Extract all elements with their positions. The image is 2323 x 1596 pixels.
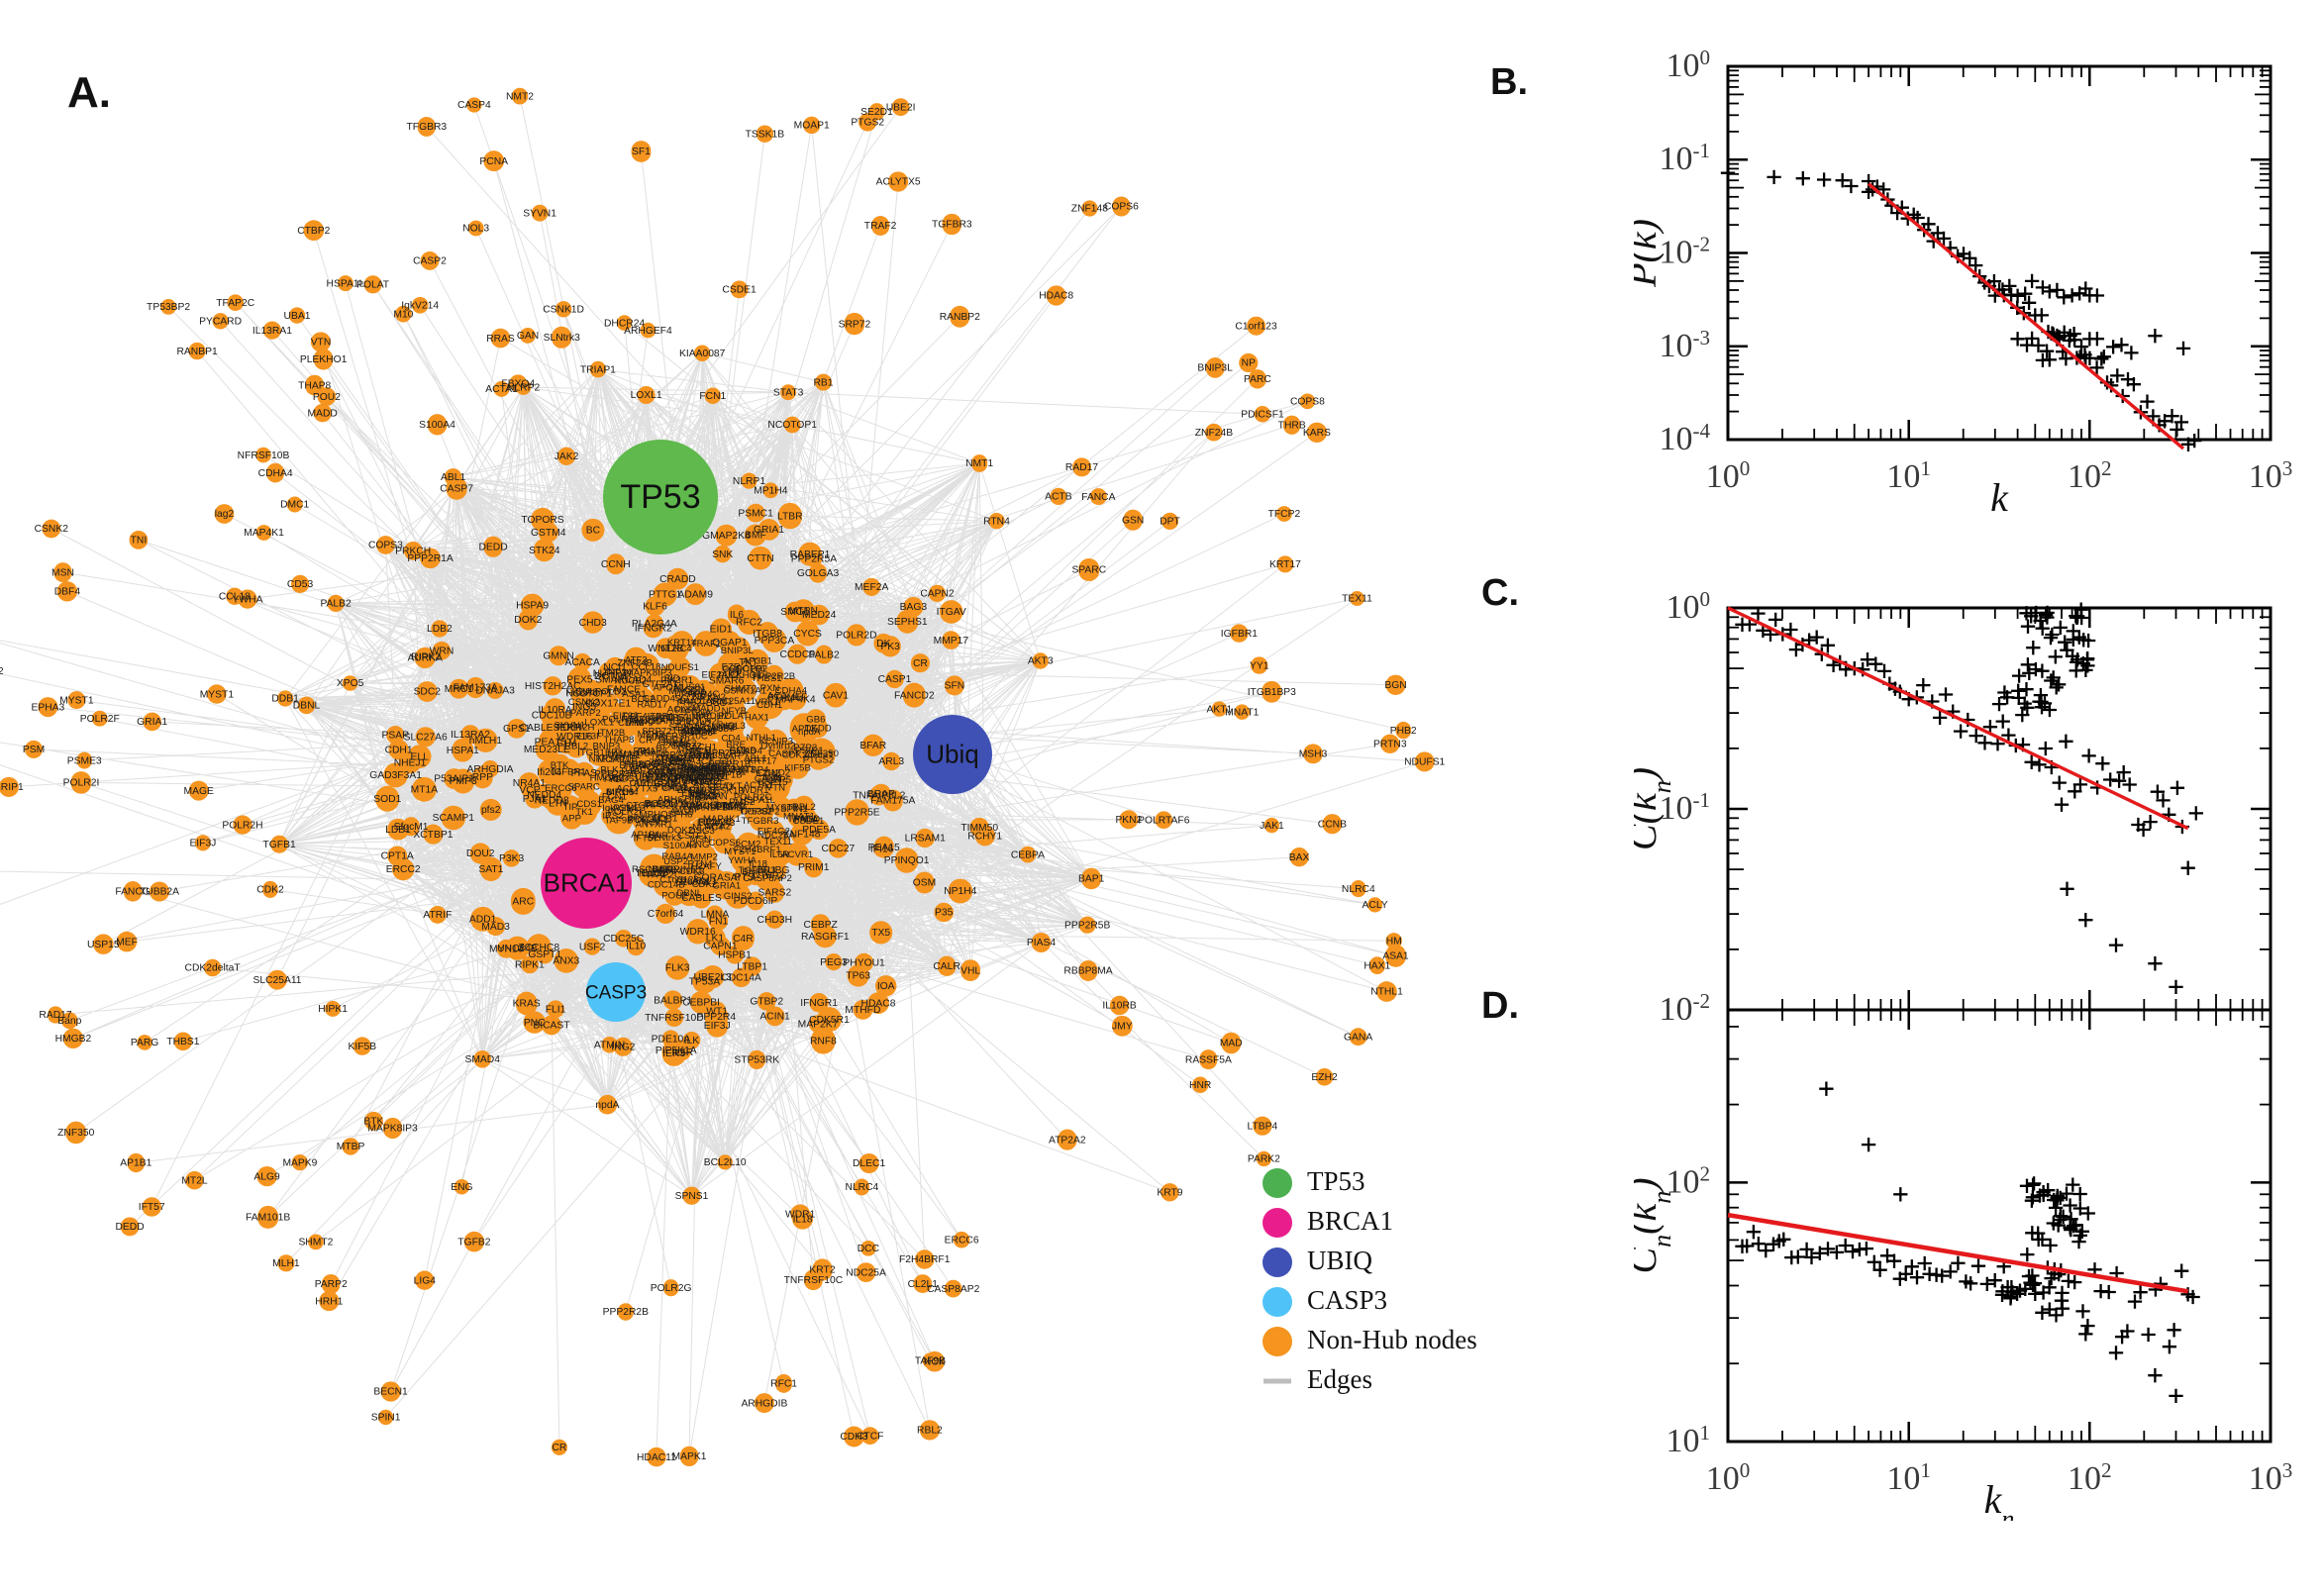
svg-text:103: 103 bbox=[2249, 456, 2293, 495]
svg-text:P(k): P(k) bbox=[1634, 219, 1665, 288]
svg-text:BRCA1: BRCA1 bbox=[1307, 1206, 1393, 1236]
svg-text:10-3: 10-3 bbox=[1659, 326, 1710, 364]
svg-text:A.: A. bbox=[67, 68, 111, 117]
svg-text:kn: kn bbox=[1984, 1477, 2015, 1521]
svg-text:101: 101 bbox=[1886, 456, 1931, 495]
svg-text:TP53: TP53 bbox=[620, 478, 700, 516]
svg-text:10-2: 10-2 bbox=[1659, 233, 1710, 271]
svg-text:CASP3: CASP3 bbox=[1307, 1285, 1387, 1315]
svg-text:Cn(kn): Cn(kn) bbox=[1634, 1177, 1676, 1273]
svg-text:k: k bbox=[1990, 475, 2009, 519]
svg-text:101: 101 bbox=[1886, 1458, 1931, 1497]
svg-text:102: 102 bbox=[2068, 456, 2112, 495]
svg-text:100: 100 bbox=[1666, 587, 1710, 626]
svg-text:CASP3: CASP3 bbox=[585, 982, 647, 1003]
svg-text:100: 100 bbox=[1706, 1458, 1751, 1497]
svg-text:100: 100 bbox=[1706, 456, 1751, 495]
svg-text:TP53: TP53 bbox=[1307, 1166, 1365, 1196]
svg-text:Ubiq: Ubiq bbox=[926, 740, 978, 769]
svg-text:UBIQ: UBIQ bbox=[1307, 1246, 1372, 1275]
svg-text:10-1: 10-1 bbox=[1659, 139, 1710, 177]
svg-text:Edges: Edges bbox=[1307, 1364, 1372, 1394]
svg-text:Non-Hub nodes: Non-Hub nodes bbox=[1307, 1325, 1477, 1354]
svg-text:BRCA1: BRCA1 bbox=[544, 868, 630, 898]
svg-text:102: 102 bbox=[2068, 1458, 2112, 1497]
svg-text:103: 103 bbox=[2249, 1458, 2293, 1497]
svg-text:100: 100 bbox=[1666, 46, 1710, 84]
svg-text:10-4: 10-4 bbox=[1659, 419, 1710, 457]
svg-text:101: 101 bbox=[1666, 1421, 1710, 1459]
